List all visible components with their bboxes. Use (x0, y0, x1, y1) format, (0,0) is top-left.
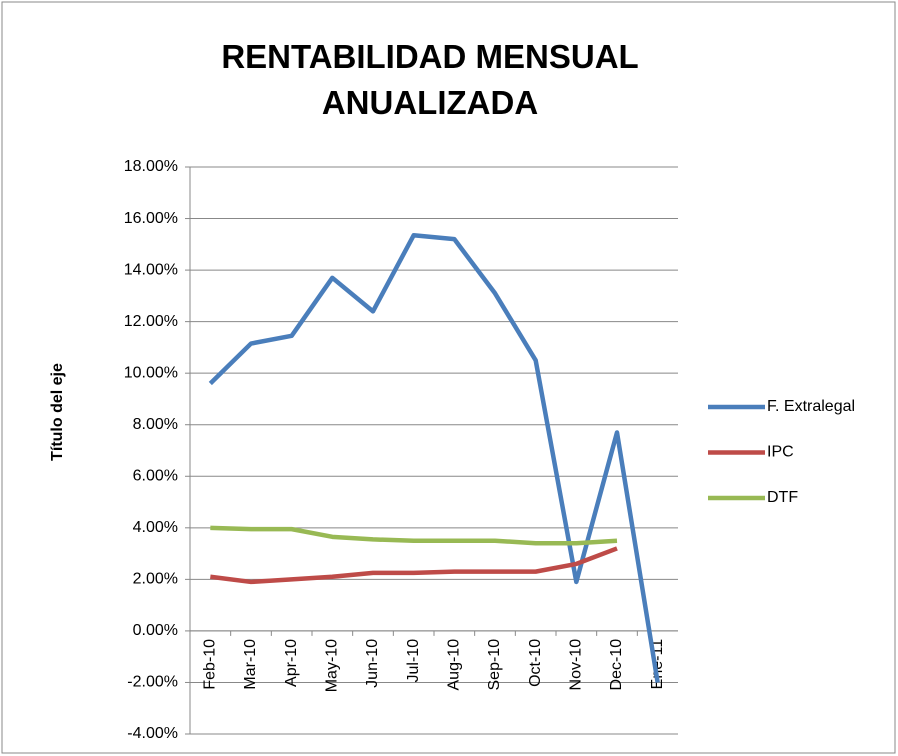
y-tick-label: 16.00% (124, 210, 178, 227)
y-axis-title: Título del eje (49, 363, 66, 461)
y-tick-label: 0.00% (133, 622, 178, 639)
x-tick-label: Jul-10 (405, 639, 422, 683)
x-tick-label: Oct-10 (527, 639, 544, 687)
y-tick-label: 14.00% (124, 261, 178, 278)
y-tick-label: 10.00% (124, 364, 178, 381)
y-tick-label: 2.00% (133, 571, 178, 588)
chart-title: RENTABILIDAD MENSUAL ANUALIZADA (221, 38, 639, 121)
y-tick-label: -4.00% (127, 725, 178, 742)
x-tick-label: Mar-10 (242, 639, 259, 690)
series-line (208, 233, 660, 683)
y-tick-label: 4.00% (133, 519, 178, 536)
x-tick-label: Dec-10 (608, 639, 625, 691)
series-line (210, 546, 618, 585)
x-tick-label: Jun-10 (364, 639, 381, 688)
legend-label: IPC (767, 444, 794, 461)
legend-label: DTF (767, 489, 798, 506)
y-tick-label: -2.00% (127, 674, 178, 691)
y-tick-label: 18.00% (124, 158, 178, 175)
legend-label: F. Extralegal (767, 398, 855, 415)
series-line (210, 525, 618, 546)
x-tick-label: Apr-10 (283, 639, 300, 687)
x-tick-label: Sep-10 (486, 639, 503, 691)
y-tick-label: 8.00% (133, 416, 178, 433)
y-tick-label: 6.00% (133, 467, 178, 484)
y-tick-label: 12.00% (124, 313, 178, 330)
x-tick-label: May-10 (324, 639, 341, 692)
x-tick-label: Nov-10 (568, 639, 585, 691)
x-tick-label: Feb-10 (202, 639, 219, 690)
x-tick-label: Aug-10 (446, 639, 463, 691)
